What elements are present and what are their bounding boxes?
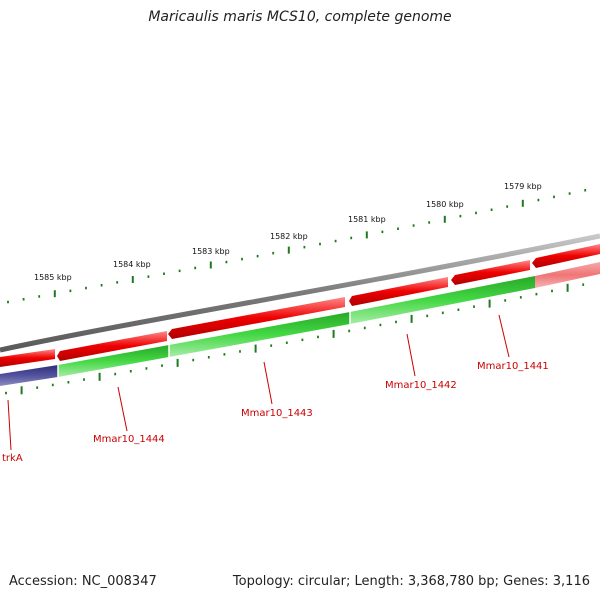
cds-blue-trka[interactable] xyxy=(0,365,58,386)
scale-ticks-bottom xyxy=(5,283,585,395)
leader-line xyxy=(7,399,12,451)
scale-label: 1583 kbp xyxy=(192,247,230,256)
cds-forward-mmar10-1443[interactable] xyxy=(168,297,345,339)
leader-line xyxy=(117,386,128,432)
scale-label: 1581 kbp xyxy=(348,215,386,224)
map-title: Maricaulis maris MCS10, complete genome xyxy=(148,9,452,25)
genome-summary: Topology: circular; Length: 3,368,780 bp… xyxy=(232,574,590,589)
cds-green-1443[interactable] xyxy=(169,312,350,357)
cds-forward-2[interactable] xyxy=(532,244,600,268)
gene-labels: trkA Mmar10_1444 Mmar10_1443 Mmar10_1442… xyxy=(2,361,549,464)
leader-lines xyxy=(7,314,510,451)
accession-label: Accession: NC_008347 xyxy=(9,574,157,589)
gene-label-mmar10-1444[interactable]: Mmar10_1444 xyxy=(93,434,165,445)
scale-ticks-top xyxy=(7,189,587,304)
gene-label-trka[interactable]: trkA xyxy=(2,453,23,464)
scale-labels: 1585 kbp 1584 kbp 1583 kbp 1582 kbp 1581… xyxy=(34,182,542,282)
leader-line xyxy=(263,361,273,405)
scale-label: 1584 kbp xyxy=(113,260,151,269)
cds-forward-1[interactable] xyxy=(0,349,55,367)
scale-label: 1579 kbp xyxy=(504,182,542,191)
cds-forward-mmar10-1444[interactable] xyxy=(57,331,167,361)
cds-green-1442[interactable] xyxy=(350,276,535,324)
cds-forward-mmar10-1442[interactable] xyxy=(349,277,448,306)
scale-label: 1582 kbp xyxy=(270,232,308,241)
cds-pink[interactable] xyxy=(535,262,600,288)
gene-label-mmar10-1443[interactable]: Mmar10_1443 xyxy=(241,408,313,419)
backbone-ring xyxy=(0,233,600,353)
cds-forward-mmar10-1441[interactable] xyxy=(451,260,530,285)
cds-green-1444[interactable] xyxy=(58,345,169,377)
leader-line xyxy=(498,314,510,358)
leader-line xyxy=(406,333,416,377)
gene-label-mmar10-1442[interactable]: Mmar10_1442 xyxy=(385,380,457,391)
gene-label-mmar10-1441[interactable]: Mmar10_1441 xyxy=(477,361,549,372)
scale-label: 1580 kbp xyxy=(426,200,464,209)
scale-label: 1585 kbp xyxy=(34,273,72,282)
